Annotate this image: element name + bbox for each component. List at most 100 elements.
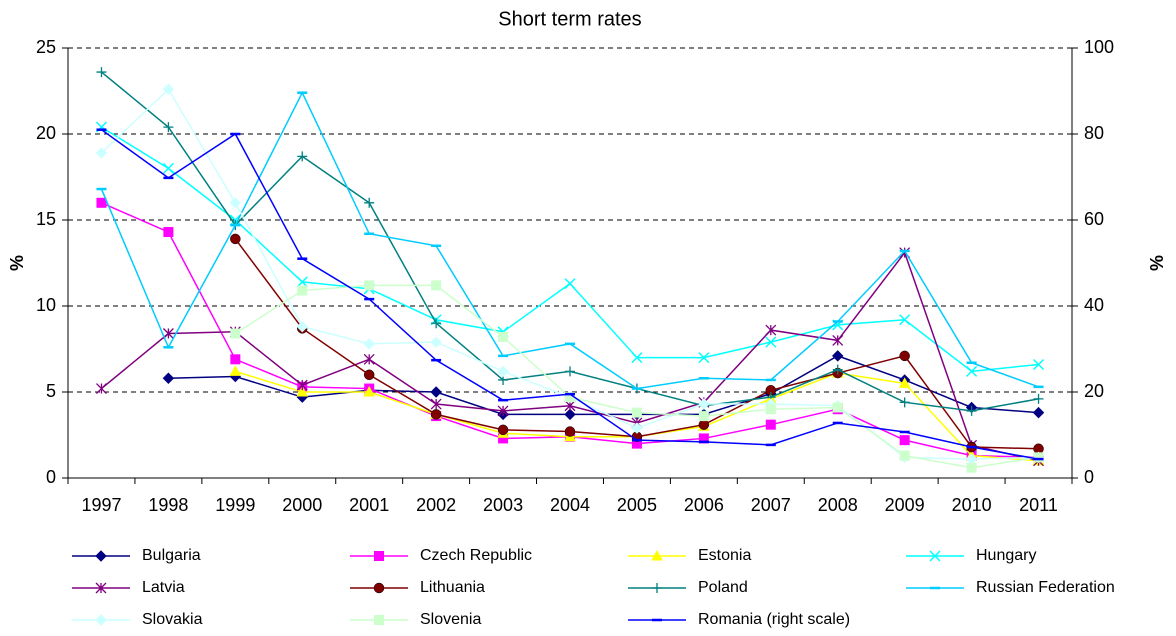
marker [899, 435, 910, 446]
marker [565, 366, 575, 377]
x-tick-label: 2000 [282, 495, 322, 515]
marker [230, 354, 241, 365]
marker [162, 328, 174, 339]
marker [430, 386, 442, 398]
marker [296, 385, 309, 397]
marker [832, 402, 843, 413]
y2-tick-label: 80 [1084, 123, 1104, 143]
legend-marker [95, 614, 107, 626]
marker [297, 151, 308, 162]
marker [431, 280, 442, 291]
marker [364, 197, 375, 208]
x-tick-label: 2003 [483, 495, 523, 515]
marker [698, 411, 709, 422]
legend-marker [374, 615, 384, 625]
marker [899, 397, 910, 408]
x-tick-label: 2001 [349, 495, 389, 515]
marker [698, 352, 710, 364]
y-tick-label: 25 [36, 37, 56, 57]
marker [229, 214, 241, 226]
y-tick-label: 20 [36, 123, 56, 143]
marker [498, 331, 509, 342]
marker [631, 422, 643, 434]
y-tick-label: 10 [36, 295, 56, 315]
marker [297, 285, 308, 296]
marker [899, 314, 911, 326]
legend-marker [929, 550, 941, 562]
legend-label: Czech Republic [420, 547, 532, 564]
marker [765, 404, 776, 415]
marker [363, 353, 375, 365]
marker [564, 278, 576, 290]
y2-tick-label: 20 [1084, 381, 1104, 401]
y2-tick-label: 0 [1084, 467, 1094, 487]
marker [497, 405, 509, 417]
marker [364, 280, 375, 291]
y-tick-label: 15 [36, 209, 56, 229]
legend-label: Romania (right scale) [698, 611, 850, 628]
marker [966, 365, 978, 377]
marker [363, 385, 376, 397]
y-tick-label: 0 [46, 467, 56, 487]
marker [898, 377, 911, 388]
marker [430, 409, 442, 420]
marker [1033, 393, 1044, 404]
legend-marker [652, 583, 662, 593]
marker [631, 407, 642, 418]
x-tick-label: 2004 [550, 495, 590, 515]
marker [296, 320, 308, 333]
x-tick-label: 2008 [818, 495, 858, 515]
x-tick-label: 2006 [684, 495, 724, 515]
x-tick-label: 2011 [1019, 495, 1058, 515]
legend-label: Estonia [698, 547, 751, 564]
series [96, 91, 1044, 390]
legend-marker [373, 582, 385, 594]
marker [564, 426, 576, 437]
marker [765, 336, 777, 348]
marker [230, 233, 241, 245]
legend-label: Slovakia [142, 611, 203, 628]
series [230, 233, 1044, 455]
marker [832, 350, 844, 362]
x-tick-label: 1998 [148, 495, 188, 515]
y-tick-label: 5 [46, 381, 56, 401]
series [96, 128, 1044, 461]
marker [564, 408, 576, 421]
legend-label: Bulgaria [142, 547, 201, 564]
marker [1032, 358, 1045, 371]
marker [163, 122, 174, 133]
y2-tick-label: 60 [1084, 209, 1104, 229]
legend-marker [374, 551, 384, 561]
x-tick-label: 2005 [617, 495, 657, 515]
series-line [100, 71, 1039, 412]
marker [229, 365, 242, 376]
series [230, 280, 1044, 473]
marker [497, 424, 509, 436]
marker [96, 383, 107, 395]
marker [832, 364, 843, 375]
marker [363, 338, 375, 350]
x-tick-label: 2002 [416, 495, 456, 515]
marker [899, 450, 910, 461]
marker [765, 324, 777, 336]
legend-label: Hungary [976, 547, 1036, 564]
marker [163, 227, 174, 238]
legend-marker [651, 549, 663, 561]
legend-label: Russian Federation [976, 579, 1115, 596]
marker [229, 197, 242, 209]
marker [96, 197, 107, 208]
marker [698, 419, 710, 430]
y-axis-label: % [7, 255, 27, 271]
marker [1033, 452, 1044, 463]
marker [698, 398, 710, 410]
marker [430, 398, 442, 410]
marker [430, 336, 442, 348]
marker [765, 419, 776, 430]
marker [431, 318, 442, 329]
x-tick-label: 1997 [81, 495, 121, 515]
x-tick-label: 2010 [952, 495, 992, 515]
x-tick-label: 2009 [885, 495, 925, 515]
marker [832, 334, 844, 346]
y2-axis-label: % [1147, 255, 1167, 271]
